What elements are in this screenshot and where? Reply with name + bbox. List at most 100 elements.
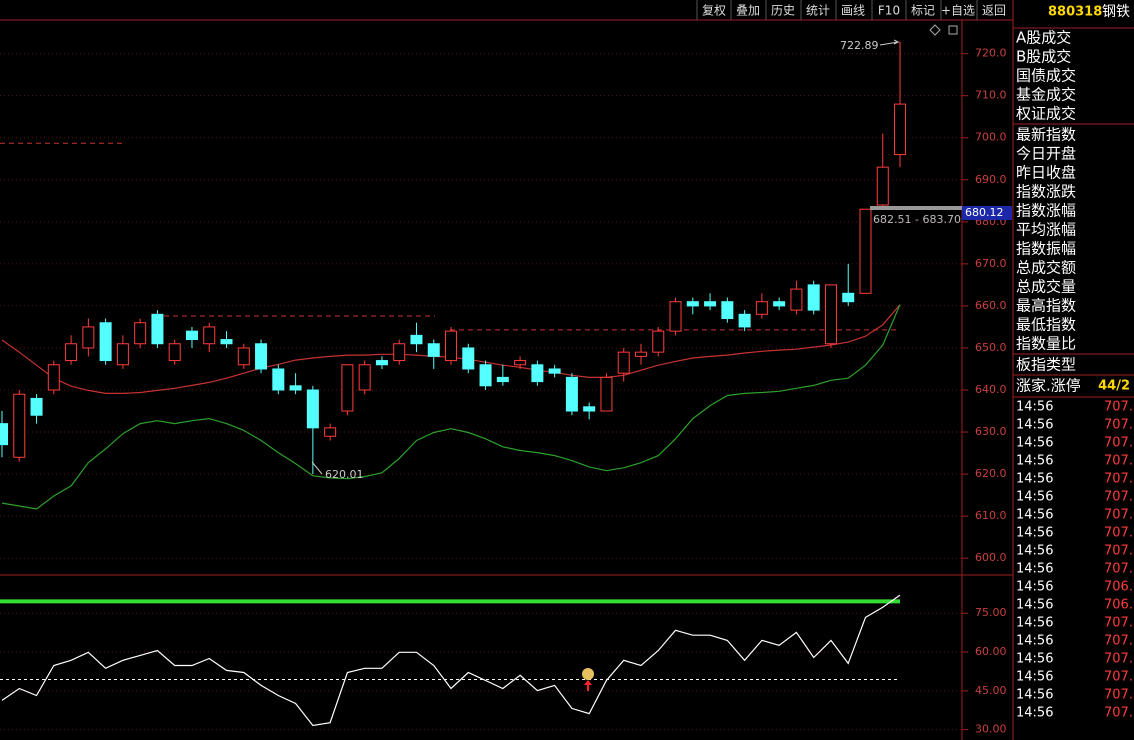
toolbar-button[interactable]: F10 [878, 4, 900, 18]
range-bar [870, 206, 962, 210]
candle-body [479, 364, 492, 387]
y-tick-label: 650.0 [975, 341, 1007, 354]
y-tick-label: 30.00 [975, 723, 1007, 736]
candle-body [876, 166, 889, 206]
diamond-icon[interactable] [929, 24, 941, 36]
tick-time: 14:56 [1016, 472, 1053, 487]
y-tick-label: 700.0 [975, 131, 1007, 144]
candle-body [99, 322, 112, 362]
annotation-arrow [879, 39, 900, 46]
candle-body [341, 364, 354, 412]
candle-body [13, 393, 26, 458]
field-label: 昨日收盘 [1016, 164, 1076, 182]
y-tick-label: 620.0 [975, 467, 1007, 480]
tick-time: 14:56 [1016, 508, 1053, 523]
candle-body [30, 397, 43, 416]
candle-body [548, 368, 561, 374]
candle-body [237, 347, 250, 366]
price-tag [962, 206, 1012, 220]
candle-body [358, 364, 371, 391]
candle-body [807, 284, 820, 311]
series-line [1, 594, 901, 727]
tick-time: 14:56 [1016, 652, 1053, 667]
plot: 600.0 610.0 620.0 630.0 640.0 650.0 660.0 670.0… [0, 41, 1007, 736]
candle-body [531, 364, 544, 383]
tick-price: 707.2 [1104, 652, 1134, 667]
toolbar-button[interactable]: 统计 [806, 4, 830, 18]
candle-body [669, 301, 682, 332]
candle-body [565, 376, 578, 412]
tick-time: 14:56 [1016, 670, 1053, 685]
tick-time: 14:56 [1016, 454, 1053, 469]
series-line [1, 304, 901, 510]
tick-price: 706.9 [1104, 598, 1134, 613]
candle-body [496, 376, 509, 383]
y-tick-label: 690.0 [975, 173, 1007, 186]
field-label: B股成交 [1016, 48, 1071, 66]
candle-body [583, 406, 596, 412]
y-tick-label: 630.0 [975, 425, 1007, 438]
y-tick-label: 710.0 [975, 89, 1007, 102]
y-tick-label: 720.0 [975, 47, 1007, 60]
candle-body [462, 347, 475, 370]
y-tick-label: 610.0 [975, 509, 1007, 522]
y-tick-label: 75.00 [975, 606, 1007, 619]
toolbar-button[interactable]: 叠加 [736, 4, 760, 18]
y-tick-label: 600.0 [975, 551, 1007, 564]
field-label: 国债成交 [1016, 67, 1076, 85]
candle-body [255, 343, 268, 370]
square-icon[interactable] [948, 25, 958, 35]
field-label: 基金成交 [1016, 86, 1076, 104]
candle-body [842, 292, 855, 303]
tick-time: 14:56 [1016, 598, 1053, 613]
candle-body [600, 376, 613, 412]
field-label: 最高指数 [1016, 297, 1076, 315]
tick-time: 14:56 [1016, 544, 1053, 559]
tick-time: 14:56 [1016, 616, 1053, 631]
toolbar: 复权 叠加 历史 统计 画线 F10 标记 +自选 返回 [696, 0, 1006, 20]
toolbar-button[interactable]: 复权 [702, 4, 726, 18]
tick-price: 707.2 [1104, 562, 1134, 577]
tick-time: 14:56 [1016, 706, 1053, 721]
field-label: 平均涨幅 [1016, 221, 1076, 239]
candle-body [755, 301, 768, 315]
field-label: 权证成交 [1016, 105, 1076, 123]
tick-price: 707.5 [1104, 454, 1134, 469]
tick-price: 707.7 [1104, 490, 1134, 505]
y-tick-label: 45.00 [975, 684, 1007, 697]
toolbar-button[interactable]: +自选 [941, 4, 975, 18]
toolbar-button[interactable]: 标记 [911, 4, 935, 18]
candle-body [514, 360, 527, 366]
candle-body [82, 326, 95, 349]
tick-time: 14:56 [1016, 688, 1053, 703]
candle-body [116, 343, 129, 366]
tick-time: 14:56 [1016, 562, 1053, 577]
toolbar-button[interactable]: 画线 [841, 4, 865, 18]
tick-price: 707.5 [1104, 616, 1134, 631]
candle-body [773, 301, 786, 307]
y-tick-label: 670.0 [975, 257, 1007, 270]
annotation-arrow [311, 461, 323, 475]
toolbar-button[interactable]: 返回 [982, 4, 1006, 18]
price-tag-label: 680.12 [965, 206, 1004, 219]
tick-time: 14:56 [1016, 634, 1053, 649]
tick-time: 14:56 [1016, 580, 1053, 595]
candle-body [151, 313, 164, 345]
candle-body [272, 368, 285, 391]
high-annotation: 722.89 [840, 39, 879, 52]
field-label: 最新指数 [1016, 126, 1076, 144]
tick-price: 707.0 [1104, 544, 1134, 559]
candle-body [168, 343, 181, 362]
candle-body [47, 364, 60, 391]
y-tick-label: 640.0 [975, 383, 1007, 396]
tick-price: 706.9 [1104, 580, 1134, 595]
candle-body [0, 423, 8, 446]
candle-body [790, 288, 803, 311]
field-label: 总成交额 [1016, 259, 1076, 277]
candle-body [306, 389, 319, 429]
field-label: 总成交量 [1016, 278, 1076, 296]
candle-body [617, 351, 630, 374]
toolbar-button[interactable]: 历史 [771, 4, 795, 18]
candle-body [203, 326, 216, 345]
